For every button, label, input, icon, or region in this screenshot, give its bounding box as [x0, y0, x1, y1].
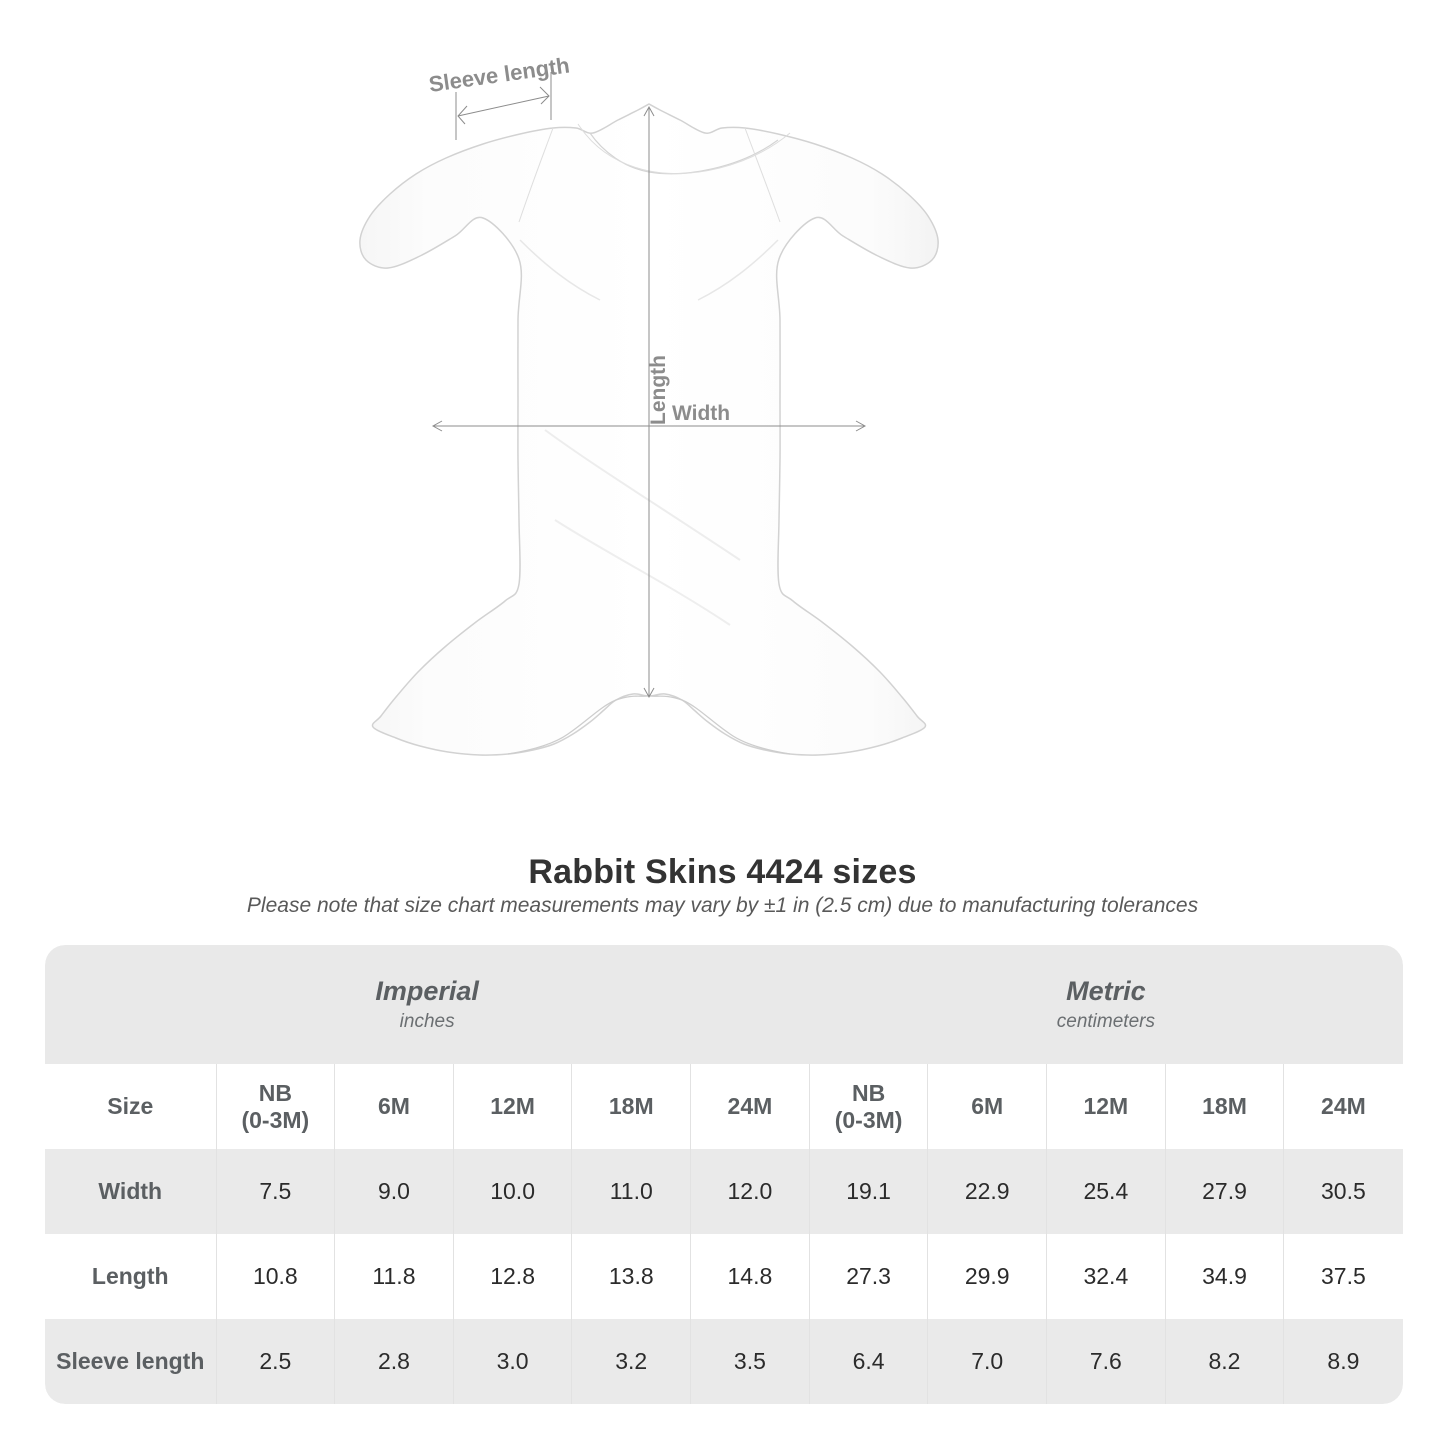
svg-text:Length: Length [647, 355, 670, 425]
svg-text:Width: Width [672, 402, 730, 425]
svg-text:Sleeve length: Sleeve length [427, 52, 571, 96]
